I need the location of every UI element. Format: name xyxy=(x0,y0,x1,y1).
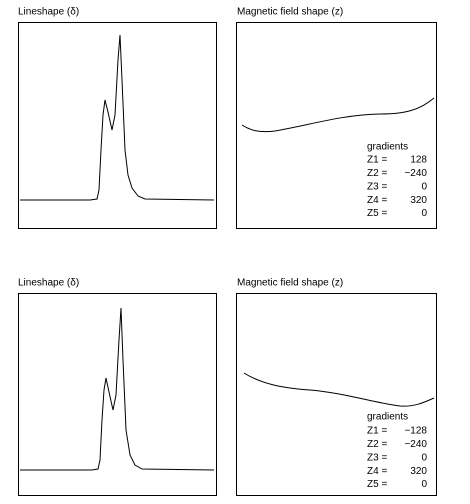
lineshape-curve xyxy=(20,34,215,201)
lineshape-box xyxy=(18,293,217,496)
field-title: Magnetic field shape (z) xyxy=(237,278,343,289)
lineshape-title: Lineshape (δ) xyxy=(18,7,79,18)
field-title: Magnetic field shape (z) xyxy=(237,7,343,18)
gradient-name: Z4 = xyxy=(367,466,387,477)
lineshape-title: Lineshape (δ) xyxy=(18,278,79,289)
lineshape-box xyxy=(18,22,217,229)
gradient-name: Z3 = xyxy=(367,452,387,463)
gradient-name: Z5 = xyxy=(367,208,387,219)
gradient-value: −240 xyxy=(404,168,427,179)
gradient-list: Z1 = 128 Z2 = −240 Z3 = 0 Z4 = 320 Z5 = 0 xyxy=(367,155,427,220)
gradient-value: 320 xyxy=(410,466,427,477)
field-box xyxy=(236,22,437,229)
lineshape-curve xyxy=(20,307,215,471)
gradient-value: 0 xyxy=(421,452,427,463)
gradient-value: −128 xyxy=(404,426,427,437)
gradient-list: Z1 = −128 Z2 = −240 Z3 = 0 Z4 = 320 Z5 = 0 xyxy=(367,426,427,491)
gradients-label: gradients xyxy=(367,412,408,423)
gradient-value: −240 xyxy=(404,439,427,450)
gradient-name: Z4 = xyxy=(367,195,387,206)
gradient-value: 320 xyxy=(410,195,427,206)
field-curve xyxy=(243,372,435,407)
field-box xyxy=(236,293,437,496)
gradient-value: 0 xyxy=(421,208,427,219)
gradient-name: Z1 = xyxy=(367,426,387,437)
gradient-name: Z2 = xyxy=(367,439,387,450)
gradient-name: Z5 = xyxy=(367,479,387,490)
panel-bottom: Lineshape (δ) Magnetic field shape (z) g… xyxy=(18,278,437,496)
gradient-name: Z1 = xyxy=(367,155,387,166)
panel-top: Lineshape (δ) Magnetic field shape (z) g… xyxy=(18,7,437,229)
gradient-name: Z3 = xyxy=(367,181,387,192)
gradient-name: Z2 = xyxy=(367,168,387,179)
field-curve xyxy=(241,97,435,133)
gradient-value: 0 xyxy=(421,479,427,490)
gradient-value: 128 xyxy=(410,155,427,166)
gradients-label: gradients xyxy=(367,142,408,153)
gradient-value: 0 xyxy=(421,181,427,192)
